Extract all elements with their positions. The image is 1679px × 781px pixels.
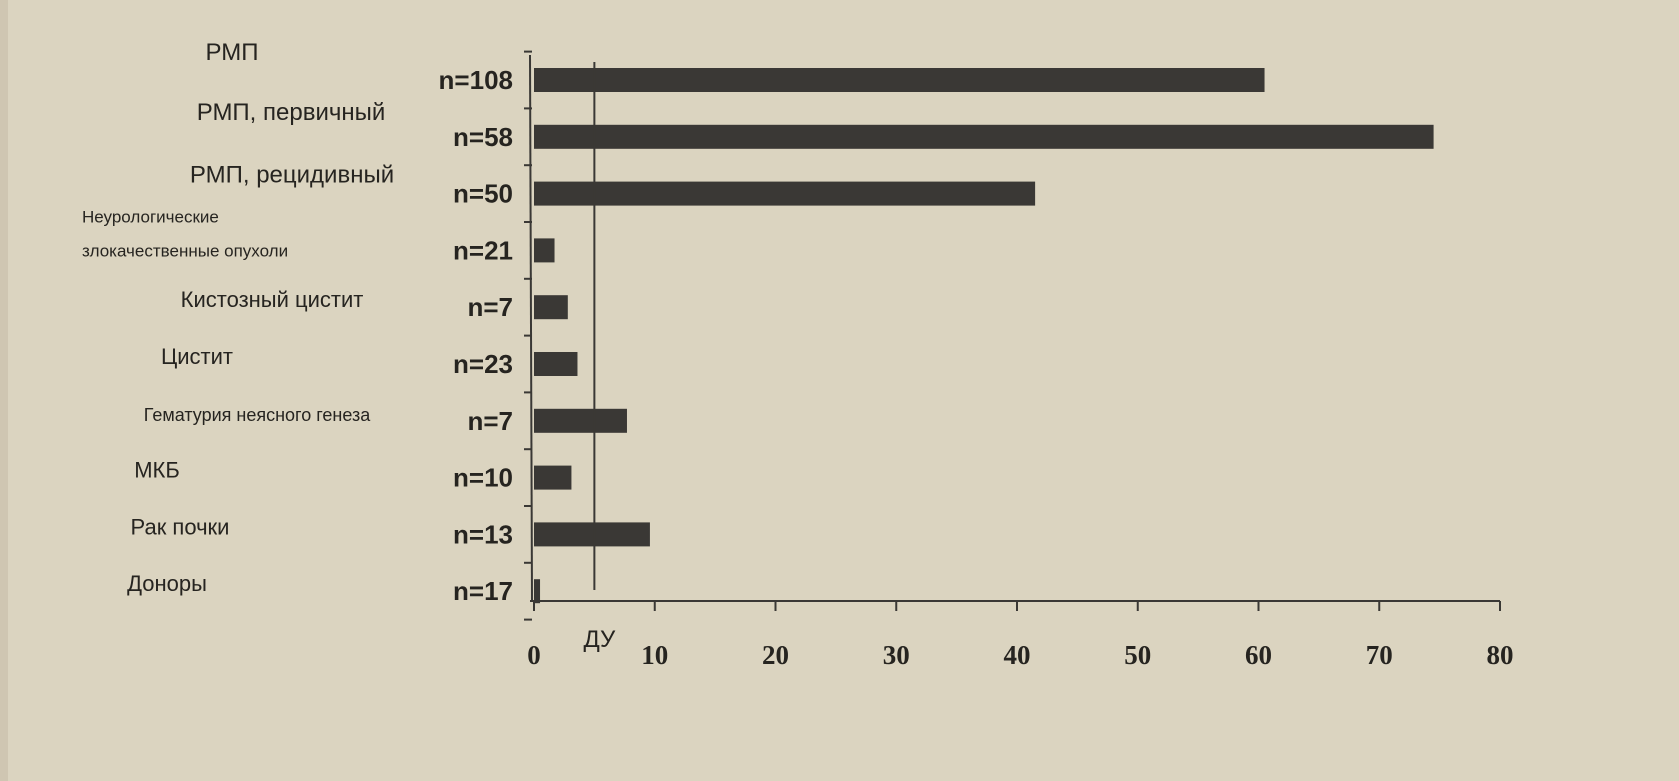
category-label: Гематурия неясного генеза bbox=[144, 405, 371, 425]
n-label: n=7 bbox=[467, 406, 513, 436]
x-tick-label: 50 bbox=[1124, 640, 1151, 670]
bar bbox=[534, 295, 568, 320]
category-label: злокачественные опухоли bbox=[82, 241, 288, 260]
n-label: n=108 bbox=[439, 65, 513, 95]
n-label: n=17 bbox=[453, 576, 513, 606]
category-label: МКБ bbox=[134, 458, 180, 483]
category-label: РМП, первичный bbox=[197, 99, 386, 126]
n-label: n=7 bbox=[467, 292, 513, 322]
bar bbox=[534, 352, 578, 376]
category-label: Цистит bbox=[161, 344, 233, 369]
n-label: n=13 bbox=[453, 519, 513, 549]
n-label: n=58 bbox=[453, 122, 513, 152]
x-tick-label: 70 bbox=[1366, 640, 1393, 670]
category-label: РМП, рецидивный bbox=[190, 162, 394, 189]
bar bbox=[534, 238, 555, 263]
bar bbox=[534, 181, 1036, 206]
x-tick-label: 20 bbox=[762, 640, 789, 670]
x-tick-label: 40 bbox=[1004, 640, 1031, 670]
category-label: Доноры bbox=[127, 571, 207, 596]
n-label: n=50 bbox=[453, 179, 513, 209]
reference-line-label: ДУ bbox=[583, 626, 616, 653]
x-tick-label: 30 bbox=[883, 640, 910, 670]
x-tick-label: 10 bbox=[641, 640, 668, 670]
bar bbox=[534, 68, 1265, 92]
x-tick-label: 80 bbox=[1487, 640, 1514, 670]
category-label: Неурологические bbox=[82, 207, 219, 226]
bar bbox=[534, 408, 627, 433]
x-tick-label: 0 bbox=[527, 640, 541, 670]
y-axis-line bbox=[529, 54, 533, 602]
category-label: Рак почки bbox=[131, 514, 230, 539]
n-label: n=10 bbox=[453, 463, 513, 493]
n-label: n=21 bbox=[453, 235, 513, 265]
x-tick-label: 60 bbox=[1245, 640, 1272, 670]
bar bbox=[534, 522, 650, 547]
bar bbox=[534, 579, 541, 604]
category-label: Кистозный цистит bbox=[181, 287, 364, 312]
bar bbox=[534, 124, 1434, 149]
n-label: n=23 bbox=[453, 349, 513, 379]
bar bbox=[534, 465, 572, 490]
category-label: РМП bbox=[206, 39, 259, 66]
